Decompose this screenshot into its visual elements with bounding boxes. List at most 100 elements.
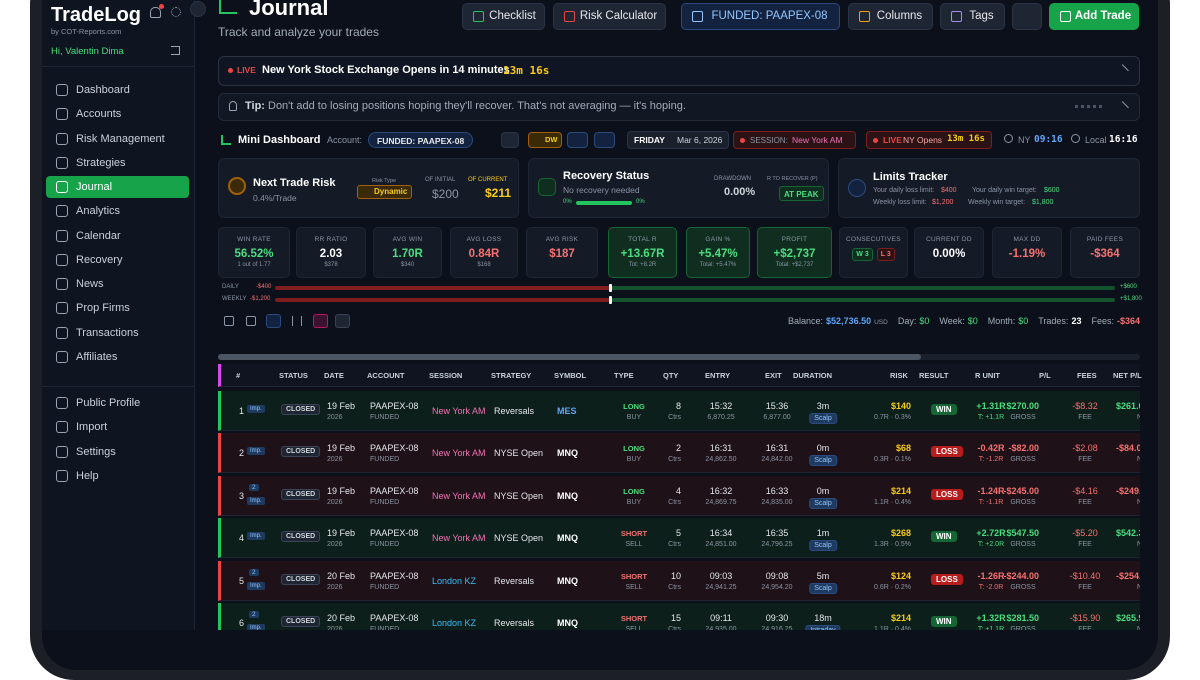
cell-entry: 16:31 <box>709 443 733 454</box>
tip-pager[interactable] <box>1075 105 1103 108</box>
tool-icon[interactable] <box>313 314 328 328</box>
bar-loss: -$1,200 <box>250 296 271 302</box>
scroll-thumb[interactable] <box>218 354 921 360</box>
limits-card <box>838 158 1140 218</box>
column-header[interactable]: SESSION <box>429 371 463 380</box>
nav-item[interactable]: Recovery <box>46 249 189 271</box>
cell-pl: $270.00 <box>1006 401 1039 411</box>
summary-trades: 23 <box>1071 316 1082 326</box>
page-subtitle: Track and analyze your trades <box>218 25 379 39</box>
column-header[interactable]: ENTRY <box>705 371 731 380</box>
bar-win: +$1,800 <box>1120 296 1142 302</box>
header-button[interactable]: Tags <box>940 3 1005 30</box>
stat-label: PROFIT <box>781 236 808 243</box>
nav-item[interactable]: Calendar <box>46 225 189 247</box>
header-button[interactable]: Risk Calculator <box>553 3 666 30</box>
cell-duration-tag: Scalp <box>809 455 837 467</box>
cell-pl-sub: GROSS <box>1010 498 1036 506</box>
icon-button[interactable] <box>501 132 519 148</box>
progress-bar <box>576 201 632 205</box>
nav-item[interactable]: Analytics <box>46 200 189 222</box>
risk-type[interactable]: Dynamic <box>357 185 412 199</box>
icon-button[interactable] <box>567 132 588 148</box>
column-header[interactable]: R UNIT <box>975 371 1000 380</box>
tool-icon[interactable] <box>224 316 234 326</box>
table-row[interactable]: Imp. 2 5 CLOSED 20 Feb 2026 PAAPEX-08 FUNDED Lon… <box>218 560 1140 601</box>
collapse-button[interactable] <box>190 1 206 17</box>
nav-item[interactable]: News <box>46 273 189 295</box>
column-header[interactable]: EXIT <box>765 371 782 380</box>
tool-icon[interactable] <box>335 314 350 328</box>
column-header[interactable]: DURATION <box>793 371 833 380</box>
cell-r-target: T: +1.1R <box>977 626 1005 630</box>
table-row[interactable]: Imp. 2 6 CLOSED 20 Feb 2026 PAAPEX-08 FUNDED Lon… <box>218 603 1140 630</box>
account-pill[interactable]: FUNDED: PAAPEX-08 <box>368 132 474 148</box>
header-button[interactable]: Add Trade <box>1049 3 1139 30</box>
nav-item[interactable]: Settings <box>46 441 189 463</box>
column-header[interactable]: SYMBOL <box>554 371 587 380</box>
cell-year: 2026 <box>327 626 343 630</box>
dw-pill[interactable]: DW <box>528 132 562 148</box>
tool-icon[interactable] <box>292 316 302 326</box>
cell-fees-sub: FEE <box>1078 414 1092 421</box>
cell-session: London KZ <box>432 575 477 586</box>
cell-year: 2026 <box>327 414 343 421</box>
column-header[interactable]: RISK <box>890 371 908 380</box>
tool-icon[interactable] <box>266 314 281 328</box>
nav-item[interactable]: Journal <box>46 176 189 198</box>
stat-sub: $340 <box>400 262 415 268</box>
column-header[interactable]: ACCOUNT <box>367 371 405 380</box>
live-dot <box>873 138 878 143</box>
stat-card: AVG LOSS 0.84R $168 <box>450 227 518 278</box>
nav-item[interactable]: Public Profile <box>46 392 189 414</box>
nav-item[interactable]: Dashboard <box>46 79 189 101</box>
bell-icon[interactable] <box>150 7 161 18</box>
column-header[interactable]: # <box>236 371 241 380</box>
cell-fees-sub: FEE <box>1078 541 1092 549</box>
column-header[interactable]: P/L <box>1039 371 1051 380</box>
table-row[interactable]: Imp. 2 CLOSED 19 Feb 2026 PAAPEX-08 FUNDED New … <box>218 433 1140 474</box>
cell-exit-price: 24,835.00 <box>761 498 793 506</box>
header-button[interactable]: Checklist <box>462 3 545 30</box>
nav-item[interactable]: Affiliates <box>46 346 189 368</box>
column-header[interactable]: FEES <box>1077 371 1097 380</box>
column-header[interactable]: STRATEGY <box>491 371 532 380</box>
table-row[interactable]: Imp. 1 CLOSED 19 Feb 2026 PAAPEX-08 FUNDED New … <box>218 391 1140 431</box>
cell-entry: 16:32 <box>709 485 733 496</box>
nav-item[interactable]: Strategies <box>46 152 189 174</box>
nav-item[interactable]: Transactions <box>46 322 189 344</box>
column-header[interactable]: DATE <box>324 371 344 380</box>
nav-item[interactable]: Help <box>46 465 189 487</box>
icon-button[interactable] <box>594 132 615 148</box>
ny-time: 09:16 <box>1034 134 1063 145</box>
nav-item[interactable]: Import <box>46 416 189 438</box>
cell-pl: -$245.00 <box>1003 485 1039 496</box>
theme-icon[interactable] <box>171 7 181 17</box>
nav-item[interactable]: Prop Firms <box>46 297 189 319</box>
live-banner <box>218 56 1140 86</box>
clock-icon <box>1004 134 1013 143</box>
nav-item[interactable]: Accounts <box>46 103 189 125</box>
header-button[interactable]: Columns <box>848 3 933 30</box>
tool-icon[interactable] <box>246 316 256 326</box>
header-button[interactable]: FUNDED: PAAPEX-08 <box>681 3 840 30</box>
button-icon <box>951 11 962 22</box>
button-icon <box>692 11 703 22</box>
column-header[interactable]: TYPE <box>614 371 634 380</box>
cell-net: $542.30 <box>1116 528 1140 539</box>
cell-exit-price: 24,916.25 <box>761 626 793 630</box>
table-row[interactable]: Imp. 2 3 CLOSED 19 Feb 2026 PAAPEX-08 FUNDED New… <box>218 475 1140 516</box>
card-title: Limits Tracker <box>873 171 948 183</box>
nav-item[interactable]: Risk Management <box>46 128 189 150</box>
column-header[interactable]: NET P/L <box>1113 371 1142 380</box>
cell-status: CLOSED <box>281 616 321 627</box>
cell-duration: 1m <box>816 528 830 539</box>
mini-icon <box>221 135 231 145</box>
bar-green <box>611 286 1115 290</box>
column-header[interactable]: RESULT <box>919 371 949 380</box>
table-row[interactable]: Imp. 4 CLOSED 19 Feb 2026 PAAPEX-08 FUNDED New … <box>218 518 1140 559</box>
logout-icon[interactable] <box>171 46 180 55</box>
column-header[interactable]: QTY <box>663 371 679 380</box>
column-header[interactable]: STATUS <box>279 371 308 380</box>
refresh-button[interactable] <box>1012 3 1042 30</box>
